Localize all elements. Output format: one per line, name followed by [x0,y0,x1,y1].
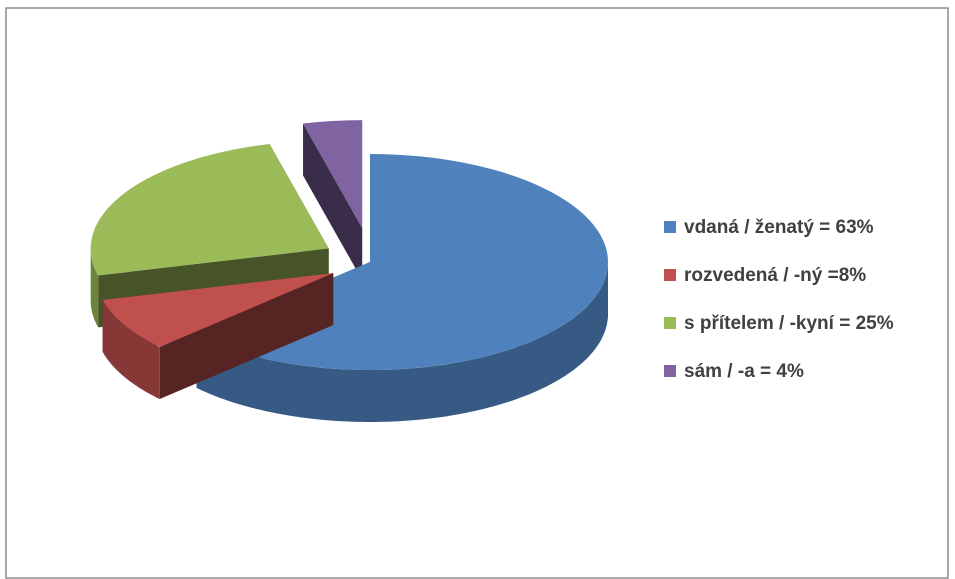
slice-top [303,120,363,229]
legend-swatch [664,221,676,233]
slice-wall [196,262,608,422]
legend-swatch [664,269,676,281]
slice-top [90,143,329,276]
legend-swatch [664,317,676,329]
legend-label: s přítelem / -kyní = 25% [684,313,894,334]
legend-label: sám / -a = 4% [684,361,804,382]
slice-wall [90,248,99,328]
legend-label: vdaná / ženatý = 63% [684,217,874,238]
slice-wall [102,300,160,400]
slice-side [303,123,363,281]
legend-label: rozvedená / -ný =8% [684,265,866,286]
pie-slice [102,273,334,400]
pie-slice [303,120,363,281]
legend-swatch [664,365,676,377]
slice-top [102,273,334,348]
